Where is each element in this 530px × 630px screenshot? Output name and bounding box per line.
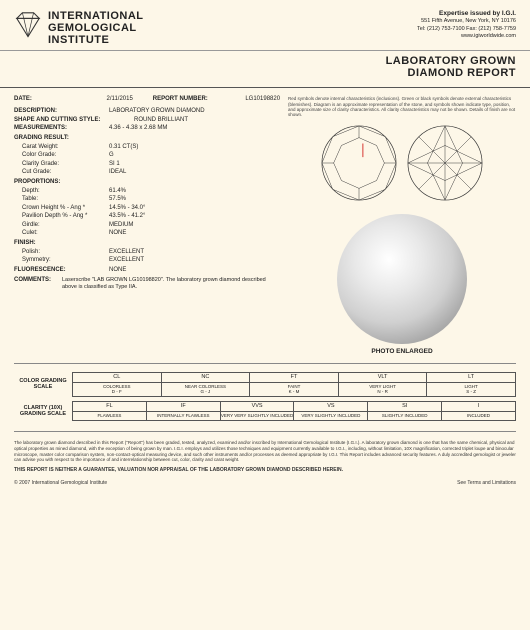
report-number-value: LG10198820 [245,96,280,102]
cut-value: IDEAL [109,169,126,175]
crown-value: 14.5% - 34.0° [109,205,145,211]
copyright: © 2007 International Gemological Institu… [14,480,107,487]
scale-cell: SLIGHTLY INCLUDED [367,412,441,420]
clarity-label: Clarity Grade: [14,161,109,167]
scale-cell: IF [146,402,220,411]
table-label: Table: [14,196,109,202]
address: 551 Fifth Avenue, New York, NY 10176 [417,18,516,25]
logo-block: INTERNATIONAL GEMOLOGICAL INSTITUTE [14,10,144,46]
pavilion-diagram-icon [406,124,484,202]
title-line: DIAMOND REPORT [14,67,516,79]
clarity-scale-title: CLARITY (10X) GRADING SCALE [14,405,72,417]
symmetry-label: Symmetry: [14,257,109,263]
title-line: LABORATORY GROWN [14,55,516,67]
culet-label: Culet: [14,230,109,236]
scale-cell: FLAWLESS [72,412,146,420]
culet-value: NONE [109,230,126,236]
finish-label: FINISH: [14,240,109,246]
color-scale-title: COLOR GRADING SCALE [14,378,72,390]
contact-block: Expertise issued by I.G.I. 551 Fifth Ave… [417,10,516,46]
symmetry-value: EXCELLENT [109,257,144,263]
clarity-scale-row: CLARITY (10X) GRADING SCALE FLIFVVSVSSII… [14,401,516,421]
comments-label: COMMENTS: [14,277,62,290]
diamond-photo [337,214,467,344]
divider [14,431,516,432]
table-value: 57.5% [109,196,126,202]
diagram-column: Red symbols denote internal characterist… [280,96,516,355]
crown-diagram-icon [320,124,398,202]
shape-value: ROUND BRILLIANT [134,117,188,123]
crown-label: Crown Height % - Ang * [14,205,109,211]
shape-label: SHAPE AND CUTTING STYLE: [14,117,134,123]
comments-value: Laserscribe "LAB GROWN LG10198820". The … [62,277,280,290]
scale-cell: NC [161,373,250,382]
scale-cell: FAINT K - M [249,383,338,396]
fluorescence-value: NONE [109,267,126,273]
color-value: G [109,152,114,158]
measurements-value: 4.36 - 4.38 x 2.68 MM [109,125,167,131]
polish-label: Polish: [14,249,109,255]
header: INTERNATIONAL GEMOLOGICAL INSTITUTE Expe… [0,0,530,51]
diamond-logo-icon [14,10,42,38]
disclaimer-text: The laboratory grown diamond described i… [14,440,516,463]
scale-cell: NEAR COLORLESS G - J [161,383,250,396]
diagram-note: Red symbols denote internal characterist… [288,96,516,118]
telephone: Tel: (212) 753-7100 Fax: (212) 758-7759 [417,26,516,33]
measurements-label: MEASUREMENTS: [14,125,109,131]
scale-cell: FT [249,373,338,382]
scale-cell: LT [426,373,516,382]
expertise-label: Expertise issued by I.G.I. [417,10,516,18]
terms-link: See Terms and Limitations [457,480,516,487]
website: www.igiworldwide.com [417,33,516,40]
pavilion-value: 43.5% - 41.2° [109,213,145,219]
org-name: INTERNATIONAL GEMOLOGICAL INSTITUTE [48,10,144,46]
polish-value: EXCELLENT [109,249,144,255]
scale-cell: VERY LIGHT N - R [338,383,427,396]
scale-cell: VERY VERY SLIGHTLY INCLUDED [220,412,294,420]
carat-value: 0.31 CT(S) [109,144,138,150]
date-label: DATE: [14,96,107,102]
org-line: INTERNATIONAL [48,10,144,22]
org-line: GEMOLOGICAL [48,22,144,34]
org-line: INSTITUTE [48,34,144,46]
footer: The laboratory grown diamond described i… [0,436,530,490]
scale-cell: LIGHT S - Z [426,383,516,396]
scale-cell: COLORLESS D - F [72,383,161,396]
divider [14,363,516,364]
main-content: DATE:2/11/2015 REPORT NUMBER:LG10198820 D… [0,88,530,359]
depth-label: Depth: [14,188,109,194]
facet-diagrams [288,124,516,202]
description-value: LABORATORY GROWN DIAMOND [109,108,205,114]
color-label: Color Grade: [14,152,109,158]
scale-cell: VVS [220,402,294,411]
clarity-value: SI 1 [109,161,120,167]
grading-label: GRADING RESULT: [14,135,109,141]
carat-label: Carat Weight: [14,144,109,150]
pavilion-label: Pavilion Depth % - Ang * [14,213,109,219]
disclaimer-caps: THIS REPORT IS NEITHER A GUARANTEE, VALU… [14,467,516,474]
grading-scales: COLOR GRADING SCALE CLNCFTVLTLT COLORLES… [0,368,530,427]
scale-cell: FL [72,402,146,411]
girdle-label: Girdle: [14,222,109,228]
scale-cell: VERY SLIGHTLY INCLUDED [293,412,367,420]
details-column: DATE:2/11/2015 REPORT NUMBER:LG10198820 D… [14,96,280,355]
depth-value: 61.4% [109,188,126,194]
cut-label: Cut Grade: [14,169,109,175]
color-scale-row: COLOR GRADING SCALE CLNCFTVLTLT COLORLES… [14,372,516,397]
scale-cell: INCLUDED [441,412,516,420]
scale-cell: VS [293,402,367,411]
scale-cell: SI [367,402,441,411]
girdle-value: MEDIUM [109,222,133,228]
photo-label: PHOTO ENLARGED [288,348,516,355]
scale-cell: VLT [338,373,427,382]
scale-cell: INTERNALLY FLAWLESS [146,412,220,420]
date-value: 2/11/2015 [107,96,133,102]
description-label: DESCRIPTION: [14,108,109,114]
scale-cell: I [441,402,516,411]
proportions-label: PROPORTIONS: [14,179,109,185]
report-number-label: REPORT NUMBER: [153,96,246,102]
fluorescence-label: FLUORESCENCE: [14,267,109,273]
scale-cell: CL [72,373,161,382]
report-title: LABORATORY GROWN DIAMOND REPORT [0,51,530,88]
